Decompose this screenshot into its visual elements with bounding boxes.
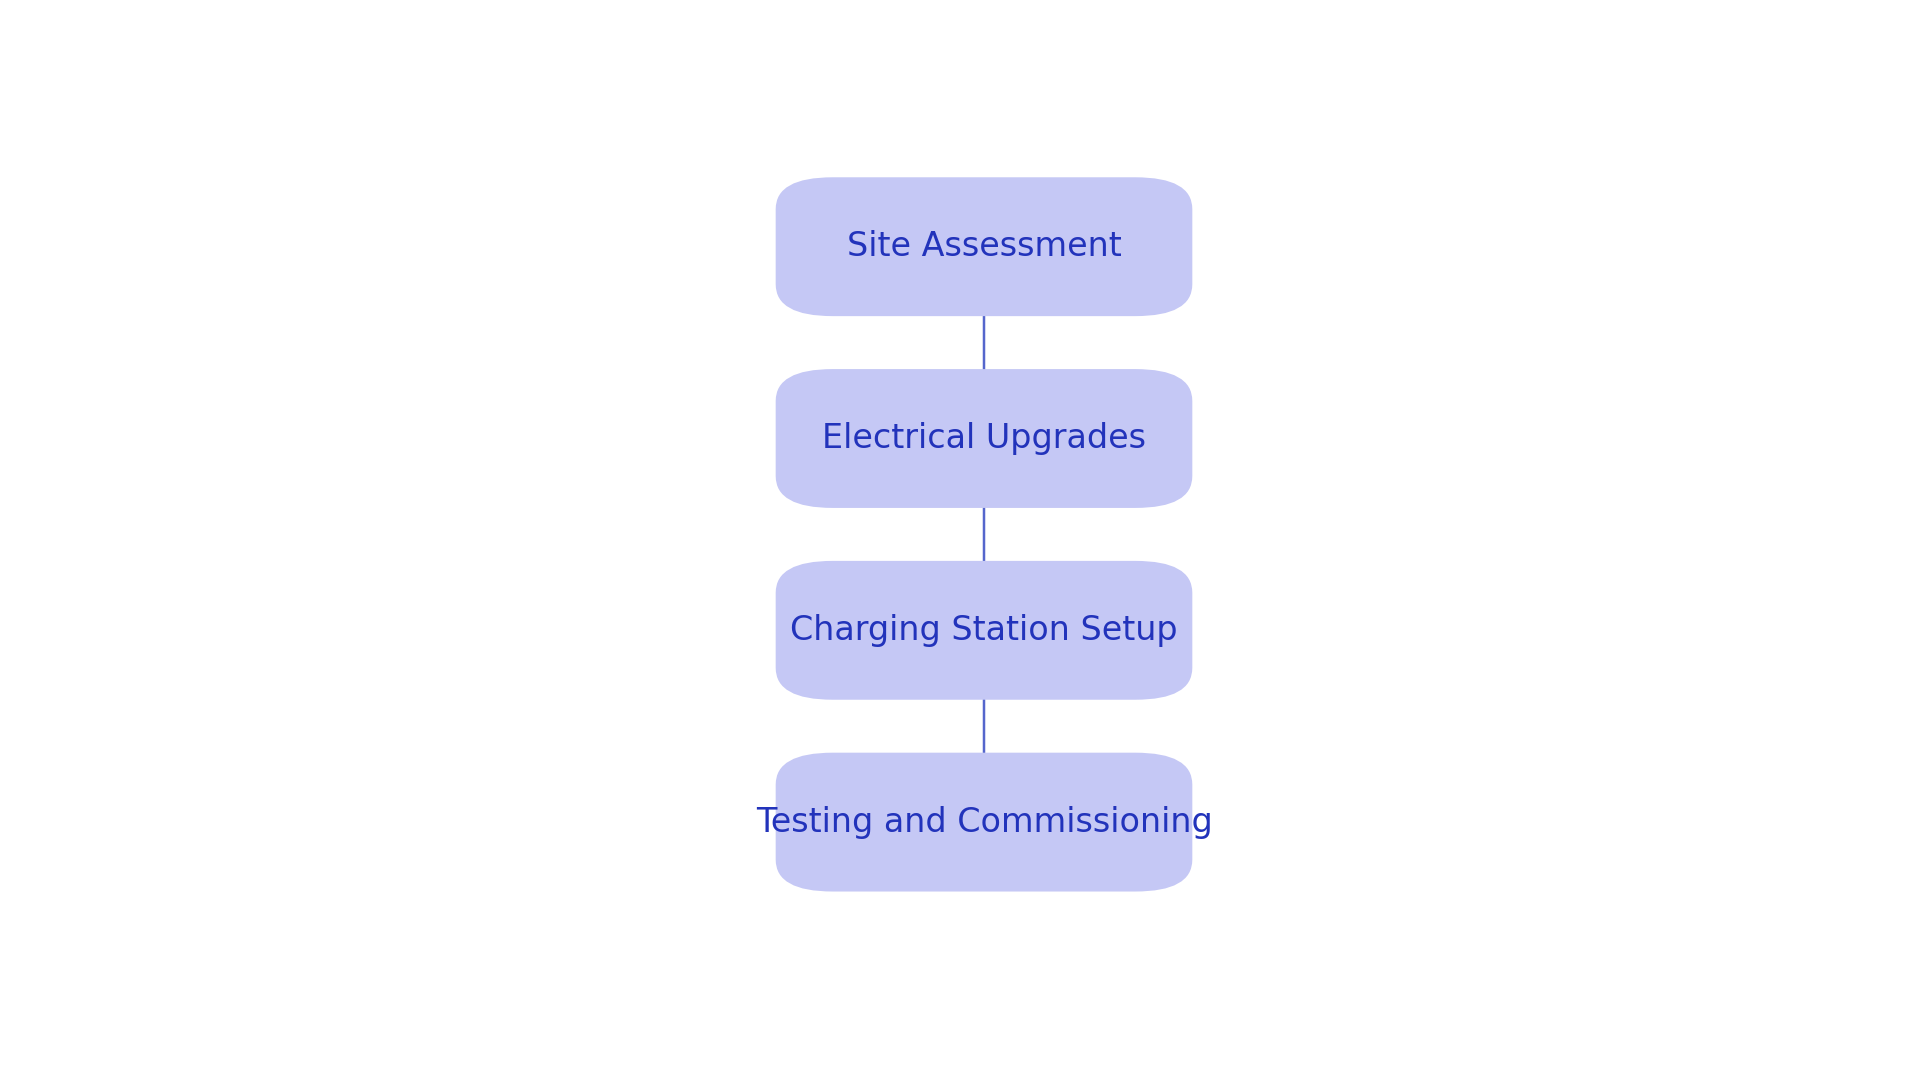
- Text: Site Assessment: Site Assessment: [847, 231, 1121, 263]
- Text: Testing and Commissioning: Testing and Commissioning: [756, 806, 1212, 838]
- FancyBboxPatch shape: [776, 178, 1192, 316]
- Text: Electrical Upgrades: Electrical Upgrades: [822, 422, 1146, 455]
- Text: Charging Station Setup: Charging Station Setup: [791, 614, 1177, 647]
- FancyBboxPatch shape: [776, 369, 1192, 508]
- FancyBboxPatch shape: [776, 561, 1192, 700]
- FancyBboxPatch shape: [776, 753, 1192, 891]
